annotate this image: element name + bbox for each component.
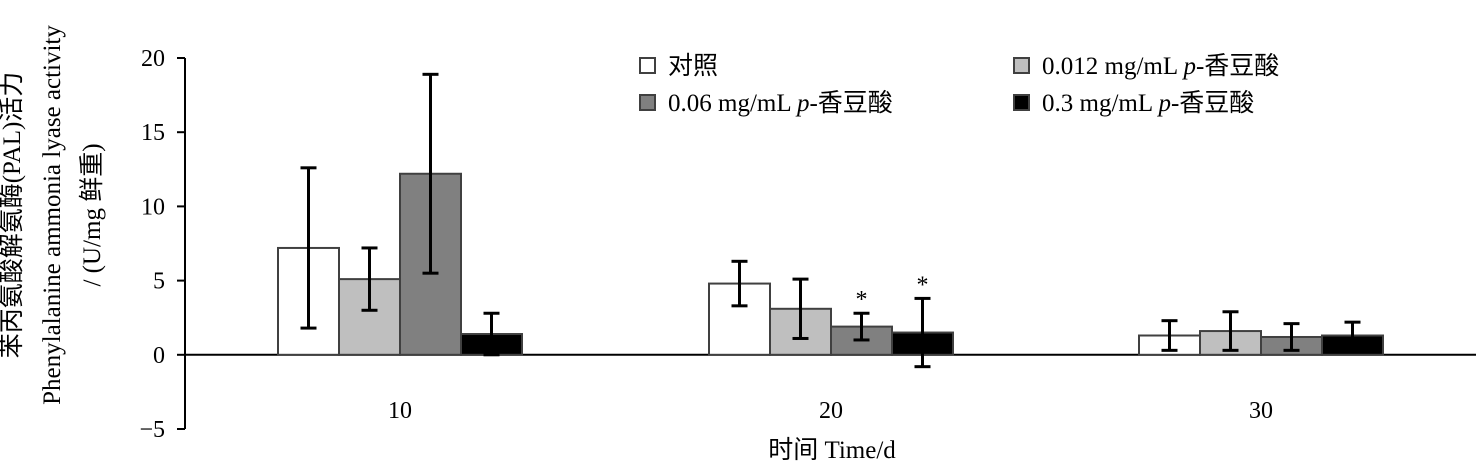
- legend-label: 0.012 mg/mL p-香豆酸: [1042, 52, 1279, 80]
- y-tick-label: 20: [141, 46, 165, 72]
- legend-label: 0.06 mg/mL p-香豆酸: [668, 89, 893, 117]
- y-tick-label: 5: [153, 269, 165, 295]
- y-axis-title-line: / (U/mg 鲜重): [78, 143, 106, 286]
- x-tick-label: 30: [1249, 398, 1273, 424]
- plot-area: 20 15 10 5 0 −5 10 20 30 * *: [139, 46, 1476, 443]
- x-axis-title: 时间 Time/d: [768, 436, 896, 464]
- y-axis-title: 苯丙氨酸解氨酶(PAL)活力 Phenylalanine ammonia lyas…: [0, 25, 106, 405]
- legend-swatch: [1013, 57, 1030, 74]
- x-tick-label: 10: [388, 398, 412, 424]
- legend-swatch: [1013, 94, 1030, 111]
- y-tick-label: 15: [141, 120, 165, 146]
- y-tick-label: 10: [141, 194, 165, 220]
- legend: 对照 0.012 mg/mL p-香豆酸 0.06 mg/mL p-香豆酸 0.3 m…: [639, 52, 1279, 117]
- legend-label: 对照: [668, 52, 718, 80]
- y-axis-title-line: Phenylalanine ammonia lyase activity: [39, 25, 66, 405]
- legend-swatch: [639, 57, 656, 74]
- legend-swatch: [639, 94, 656, 111]
- significance-star: *: [856, 287, 868, 313]
- legend-label: 0.3 mg/mL p-香豆酸: [1042, 89, 1254, 117]
- significance-star: *: [917, 272, 929, 298]
- y-tick-label: 0: [153, 343, 165, 369]
- x-tick-label: 20: [819, 398, 843, 424]
- y-tick-label: −5: [139, 417, 165, 443]
- y-axis-title-line: 苯丙氨酸解氨酶(PAL)活力: [0, 72, 26, 359]
